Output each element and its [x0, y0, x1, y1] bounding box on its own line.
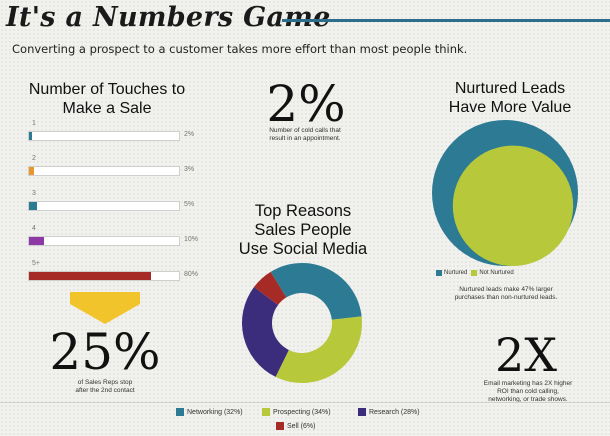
- donut-slice: [275, 316, 362, 383]
- touches-title-line2: Make a Sale: [62, 100, 152, 117]
- bar-value-label: 3%: [184, 166, 195, 173]
- bar-value-label: 2%: [184, 131, 195, 138]
- bar: [29, 132, 33, 140]
- donut-slice: [254, 271, 287, 305]
- reasons-donut-chart: [241, 263, 362, 383]
- bar-category-label: 4: [32, 225, 36, 232]
- nurtured-title: Nurtured Leads Have More Value: [420, 79, 600, 117]
- stop-stat-caption: of Sales Reps stop after the 2nd contact: [48, 379, 162, 395]
- legend-swatch: [471, 270, 478, 276]
- legend-label: Nurtured: [444, 270, 468, 276]
- stop-caption-line1: of Sales Reps stop: [77, 379, 133, 386]
- legend-label: Sell (6%): [287, 422, 316, 430]
- bar-track: [28, 166, 180, 176]
- bar-track: [28, 271, 180, 281]
- title-rule: [282, 19, 610, 22]
- legend-swatch: [262, 408, 270, 416]
- nurtured-legend: Nurtured Not Nurtured: [436, 270, 514, 276]
- legend-swatch: [436, 270, 442, 276]
- cold-calls-caption-line2: result in an appointment.: [269, 135, 341, 142]
- bar-track: [28, 236, 180, 246]
- bar: [29, 202, 37, 210]
- legend-swatch: [276, 422, 284, 430]
- legend-item: Prospecting (34%): [262, 408, 331, 416]
- email-stat-caption: Email marketing has 2X higher ROI than c…: [462, 380, 594, 404]
- bar-category-label: 3: [32, 190, 36, 197]
- bar: [29, 237, 45, 245]
- down-arrow-icon: [70, 292, 140, 324]
- nurtured-legend-item: Nurtured: [436, 270, 467, 276]
- bar-value-label: 10%: [184, 236, 199, 243]
- legend-item: Research (28%): [358, 408, 420, 416]
- legend-label: Not Nurtured: [479, 270, 514, 276]
- reasons-title-line1: Top Reasons: [254, 202, 352, 220]
- bar-value-label: 80%: [184, 271, 199, 278]
- stop-stat-value: 25%: [49, 323, 161, 381]
- bar-track: [28, 201, 180, 211]
- reasons-title-line3: Use Social Media: [238, 240, 368, 258]
- email-stat-value: 2X: [494, 328, 557, 382]
- legend-item: Sell (6%): [276, 422, 315, 430]
- legend-label: Prospecting (34%): [273, 408, 331, 416]
- nurtured-caption-line1: Nurtured leads make 47% larger: [459, 286, 553, 293]
- email-caption-line3: networking, or trade shows.: [488, 396, 568, 403]
- touches-title: Number of Touches to Make a Sale: [0, 80, 214, 118]
- nurtured-circles-chart: [432, 120, 578, 266]
- email-caption-line1: Email marketing has 2X higher: [483, 380, 573, 387]
- legend-swatch: [176, 408, 184, 416]
- bottom-rule: [0, 402, 610, 403]
- page-subtitle: Converting a prospect to a customer take…: [12, 42, 468, 56]
- bar-category-label: 1: [32, 120, 36, 127]
- legend-swatch: [358, 408, 366, 416]
- bar-category-label: 5+: [32, 260, 40, 267]
- legend-item: Networking (32%): [176, 408, 243, 416]
- stop-caption-line2: after the 2nd contact: [75, 387, 135, 394]
- cold-calls-stat-value: 2%: [266, 75, 346, 133]
- nurtured-title-line2: Have More Value: [448, 99, 572, 116]
- nurtured-title-line1: Nurtured Leads: [454, 80, 566, 97]
- donut-slice: [270, 263, 362, 320]
- legend-label: Research (28%): [369, 408, 420, 416]
- cold-calls-caption-line1: Number of cold calls that: [269, 127, 341, 134]
- cold-calls-caption: Number of cold calls that result in an a…: [246, 127, 364, 143]
- donut-slice: [241, 286, 289, 377]
- bar-category-label: 2: [32, 155, 36, 162]
- bar-track: [28, 131, 180, 141]
- touches-title-line1: Number of Touches to: [28, 81, 186, 98]
- nurtured-legend-item: Not Nurtured: [471, 270, 514, 276]
- nurtured-caption: Nurtured leads make 47% larger purchases…: [426, 286, 586, 302]
- reasons-title-line2: Sales People: [254, 221, 352, 239]
- reasons-title: Top Reasons Sales People Use Social Medi…: [216, 202, 390, 259]
- bar: [29, 272, 151, 280]
- legend-label: Networking (32%): [187, 408, 243, 416]
- page-title: It's a Numbers Game: [6, 2, 331, 33]
- email-caption-line2: ROI than cold calling,: [497, 388, 559, 395]
- bar: [29, 167, 34, 175]
- not-nurtured-circle: [452, 145, 574, 266]
- bar-value-label: 5%: [184, 201, 195, 208]
- nurtured-caption-line2: purchases than non-nurtured leads.: [454, 294, 558, 301]
